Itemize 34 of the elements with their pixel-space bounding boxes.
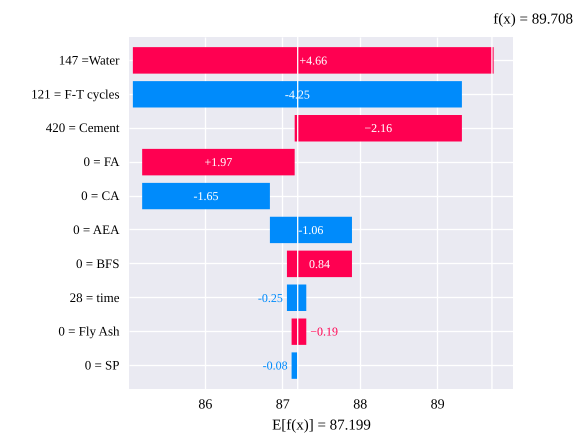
bar bbox=[286, 250, 352, 278]
y-tick-label: 0 = SP bbox=[84, 358, 120, 373]
data-label: −0.19 bbox=[310, 324, 338, 339]
bar bbox=[270, 216, 352, 244]
data-label: -0.25 bbox=[258, 290, 283, 305]
bar bbox=[132, 47, 494, 74]
bar bbox=[286, 284, 306, 312]
data-label: +4.66 bbox=[299, 53, 328, 68]
y-tick-label: 0 = AEA bbox=[73, 222, 120, 237]
data-label: -1.06 bbox=[298, 222, 324, 237]
x-axis-title: E[f(x)] = 87.199 bbox=[272, 418, 371, 434]
y-tick-label: 0 = CA bbox=[81, 188, 120, 204]
y-tick-label: 420 = Cement bbox=[46, 120, 120, 136]
y-tick-label: 147 =Water bbox=[58, 52, 120, 68]
y-tick-label: 0 = BFS bbox=[76, 256, 120, 271]
bar bbox=[132, 81, 462, 108]
data-label: +1.97 bbox=[204, 155, 232, 170]
x-tick-label: 89 bbox=[430, 398, 445, 412]
y-tick-label: 0 = Fly Ash bbox=[58, 324, 120, 339]
bar bbox=[142, 182, 270, 210]
data-label: -1.65 bbox=[194, 189, 219, 204]
y-tick-label: 121 = F-T cycles bbox=[31, 86, 120, 102]
bar bbox=[292, 318, 306, 345]
bar bbox=[294, 114, 462, 142]
x-tick-label: 87 bbox=[276, 398, 290, 412]
data-label: −2.16 bbox=[364, 121, 392, 136]
x-tick-label: 86 bbox=[198, 398, 212, 412]
data-label: 0.84 bbox=[308, 256, 330, 271]
y-tick-label: 28 = time bbox=[70, 290, 120, 305]
x-tick-label: 88 bbox=[353, 398, 368, 412]
y-tick-label: 0 = FA bbox=[84, 154, 120, 170]
data-label: -0.08 bbox=[262, 358, 288, 373]
bar bbox=[142, 148, 295, 176]
chart-title: f(x) = 89.708 bbox=[493, 11, 573, 28]
